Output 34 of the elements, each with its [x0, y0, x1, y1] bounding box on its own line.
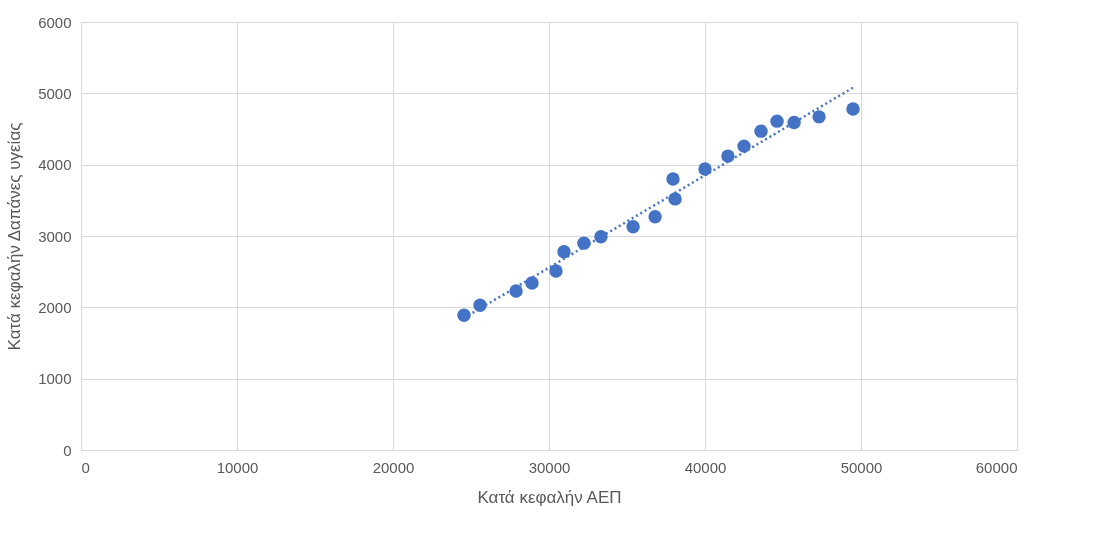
x-tick-label: 60000: [975, 458, 1018, 476]
y-tick-label: 4000: [38, 156, 72, 174]
point: [698, 162, 712, 176]
y-axis-title: Κατά κεφαλήν Δαπάνες υγείας: [5, 122, 25, 351]
point: [787, 115, 801, 130]
x-tick-label: 30000: [528, 458, 571, 476]
point: [812, 110, 826, 124]
point: [721, 149, 735, 163]
point: [549, 264, 563, 278]
point: [594, 230, 608, 244]
y-tick-label: 3000: [38, 227, 72, 245]
y-tick-label: 5000: [38, 84, 72, 102]
y-tick-label: 1000: [38, 370, 72, 388]
x-tick-label: 0: [81, 458, 90, 476]
point: [737, 139, 751, 153]
point: [666, 172, 680, 186]
y-tick-label: 0: [63, 441, 72, 459]
point: [770, 114, 784, 128]
point: [754, 124, 768, 138]
point: [626, 220, 640, 234]
y-tick-label: 6000: [38, 13, 72, 31]
x-tick-label: 40000: [684, 458, 727, 476]
point: [525, 276, 539, 290]
point: [846, 102, 860, 116]
x-tick-label: 50000: [840, 458, 883, 476]
point: [648, 210, 662, 224]
point: [668, 192, 682, 206]
y-tick-label: 2000: [38, 298, 72, 316]
x-tick-label: 10000: [216, 458, 259, 476]
point: [557, 245, 571, 259]
point: [457, 308, 471, 322]
x-tick-label: 20000: [372, 458, 415, 476]
x-axis-title: Κατά κεφαλήν ΑΕΠ: [477, 487, 622, 507]
point: [509, 284, 523, 298]
